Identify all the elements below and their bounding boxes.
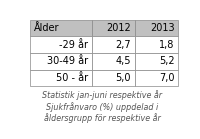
Bar (92, 36, 135, 53)
Text: 30-49 år: 30-49 år (47, 56, 88, 66)
Text: 2,7: 2,7 (116, 40, 131, 50)
Text: Sjukfrånvaro (%) uppdelad i: Sjukfrånvaro (%) uppdelad i (46, 102, 159, 112)
Bar (30, 20, 92, 36)
Text: 7,0: 7,0 (159, 73, 175, 83)
Text: 5,2: 5,2 (159, 56, 175, 66)
Bar (135, 20, 178, 36)
Bar (135, 70, 178, 86)
Text: -29 år: -29 år (59, 40, 88, 50)
Text: 5,0: 5,0 (116, 73, 131, 83)
Text: åldersgrupp för respektive år: åldersgrupp för respektive år (44, 113, 161, 123)
Bar (30, 36, 92, 53)
Text: 2013: 2013 (150, 23, 175, 33)
Text: 50 - år: 50 - år (56, 73, 88, 83)
Text: 2012: 2012 (106, 23, 131, 33)
Bar (92, 53, 135, 70)
Bar (30, 70, 92, 86)
Text: 4,5: 4,5 (116, 56, 131, 66)
Text: Statistik jan-juni respektive år: Statistik jan-juni respektive år (42, 90, 162, 100)
Text: 1,8: 1,8 (159, 40, 175, 50)
Bar (92, 70, 135, 86)
Bar (92, 20, 135, 36)
Bar (135, 36, 178, 53)
Bar (30, 53, 92, 70)
Text: Ålder: Ålder (34, 23, 59, 33)
Bar (135, 53, 178, 70)
